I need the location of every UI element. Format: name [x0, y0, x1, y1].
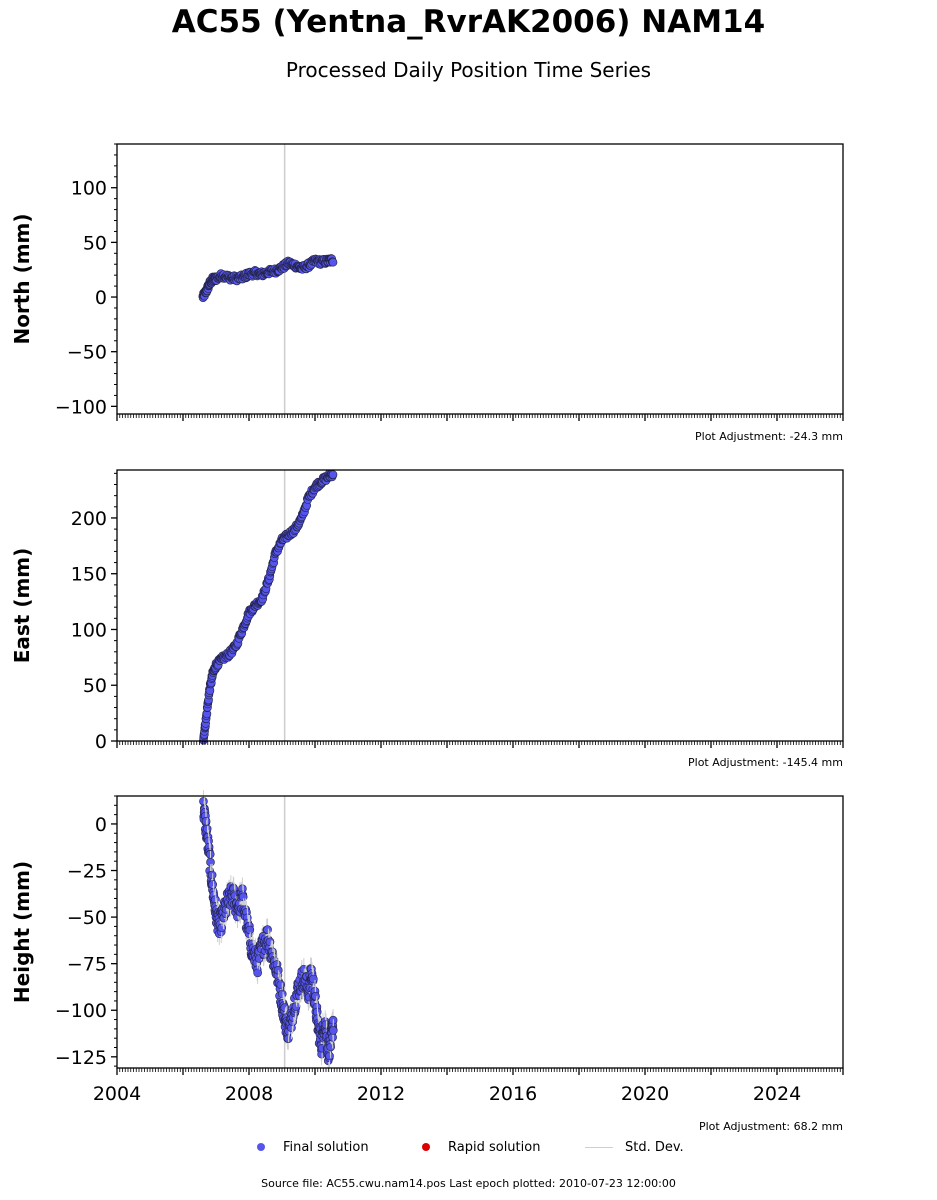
- y-tick-label: −50: [67, 342, 107, 364]
- x-tick-label: 2024: [753, 1083, 801, 1105]
- legend-item-std: Std. Dev.: [585, 1137, 684, 1157]
- legend-marker-final: [257, 1143, 265, 1151]
- series-final-solution: [199, 790, 338, 1072]
- y-tick-label: −100: [55, 1000, 107, 1022]
- y-tick-label: −25: [67, 861, 107, 883]
- legend-item-final: Final solution: [257, 1137, 369, 1157]
- plot-adjustment-note: Plot Adjustment: -145.4 mm: [688, 756, 843, 769]
- legend-item-rapid: Rapid solution: [422, 1137, 540, 1157]
- data-point: [311, 991, 320, 1001]
- x-tick-label: 2008: [225, 1083, 273, 1105]
- plots-svg: −100 −50 0 50 100 North (mm) Plot Adjustment: …: [10, 143, 844, 1133]
- data-point: [253, 968, 262, 978]
- y-axis-label: North (mm): [10, 213, 34, 344]
- chart-subtitle: Processed Daily Position Time Series: [285, 58, 652, 82]
- y-tick-label: −50: [67, 907, 107, 929]
- x-tick-label: 2016: [489, 1083, 537, 1105]
- y-tick-label: 50: [83, 675, 107, 697]
- data-point: [325, 1051, 334, 1061]
- x-tick-label: 2012: [357, 1083, 405, 1105]
- y-tick-label: 50: [83, 232, 107, 254]
- y-tick-label: 100: [71, 619, 107, 641]
- y-tick-label: 0: [95, 814, 107, 836]
- plot-adjustment-note: Plot Adjustment: -24.3 mm: [695, 430, 843, 443]
- series-final-solution: [199, 469, 338, 745]
- y-tick-label: −100: [55, 396, 107, 418]
- legend-label-final: Final solution: [283, 1139, 369, 1155]
- chart-title: AC55 (Yentna_RvrAK2006) NAM14: [171, 4, 766, 40]
- y-axis-label: Height (mm): [10, 861, 34, 1003]
- legend-marker-rapid: [422, 1143, 430, 1151]
- y-tick-label: −75: [67, 954, 107, 976]
- data-point: [199, 797, 208, 806]
- y-tick-label: 150: [71, 564, 107, 586]
- data-point: [328, 470, 338, 479]
- source-footer: Source file: AC55.cwu.nam14.pos Last epo…: [261, 1177, 676, 1190]
- data-point: [329, 1026, 338, 1035]
- data-point: [309, 974, 318, 984]
- legend-label-std: Std. Dev.: [625, 1139, 684, 1155]
- data-point: [326, 1042, 335, 1052]
- y-axis-label: East (mm): [10, 548, 34, 664]
- data-point: [201, 816, 211, 826]
- y-tick-label: 0: [95, 287, 107, 309]
- data-point: [276, 980, 286, 989]
- y-tick-label: −125: [55, 1047, 107, 1069]
- x-tick-label: 2004: [93, 1083, 141, 1105]
- data-point: [207, 870, 217, 880]
- y-tick-label: 200: [71, 508, 107, 530]
- axes-frame: [116, 795, 844, 1069]
- axes-frame: [116, 469, 844, 742]
- legend: Final solution Rapid solution Std. Dev.: [0, 1137, 937, 1157]
- x-tick-label: 2020: [621, 1083, 669, 1105]
- legend-label-rapid: Rapid solution: [448, 1139, 541, 1155]
- series-final-solution: [198, 254, 338, 302]
- y-tick-label: 0: [95, 731, 107, 753]
- legend-marker-std: [585, 1146, 613, 1148]
- data-point: [328, 257, 338, 267]
- plot-adjustment-note: Plot Adjustment: 68.2 mm: [699, 1120, 843, 1133]
- y-tick-label: 100: [71, 178, 107, 200]
